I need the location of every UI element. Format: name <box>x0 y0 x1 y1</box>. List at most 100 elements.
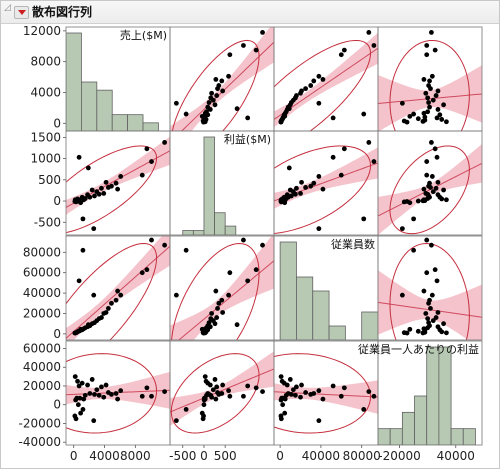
data-point <box>105 185 111 190</box>
confidence-band <box>170 236 274 340</box>
variable-label: 利益($M) <box>224 132 271 146</box>
matrix-cell-2-4 <box>378 140 482 235</box>
histogram-bar <box>81 81 98 131</box>
data-point <box>76 383 82 389</box>
data-point <box>215 305 220 311</box>
matrix-cell-3-3 <box>279 241 378 340</box>
data-point <box>496 106 499 111</box>
data-point <box>80 406 86 412</box>
histogram-bar <box>401 411 415 445</box>
y-tick-label: 0 <box>53 327 61 341</box>
data-point <box>139 270 145 276</box>
matrix-cell-1-4 <box>378 29 499 131</box>
y-tick-label: -40000 <box>18 435 61 449</box>
data-point <box>227 393 233 399</box>
histogram-bar <box>66 32 82 131</box>
data-point <box>105 390 111 395</box>
data-point <box>220 310 226 315</box>
y-tick-label: 20000 <box>23 306 61 320</box>
x-tick-label: 80000 <box>343 449 381 463</box>
data-point <box>209 90 215 96</box>
data-point <box>427 104 432 110</box>
data-point <box>424 159 430 164</box>
data-point <box>341 146 347 152</box>
data-point <box>201 413 206 419</box>
data-point <box>316 418 322 424</box>
data-point <box>316 388 322 394</box>
data-point <box>162 242 168 248</box>
confidence-band <box>170 27 274 131</box>
y-tick-label: -20000 <box>18 416 61 430</box>
data-point <box>426 300 431 306</box>
data-point <box>162 389 168 394</box>
x-tick-label: 4000 <box>89 449 120 463</box>
data-point <box>162 140 168 145</box>
data-point <box>149 237 154 243</box>
data-point <box>227 270 233 276</box>
histogram-bar <box>426 346 440 445</box>
y-tick-label: 40000 <box>23 360 61 374</box>
data-point <box>366 140 372 145</box>
data-point <box>201 402 207 408</box>
variable-label: 従業員一人あたりの利益 <box>358 342 479 356</box>
histogram-bar <box>389 428 403 445</box>
data-point <box>399 100 405 106</box>
x-tick-label: 40000 <box>437 449 475 463</box>
data-point <box>430 189 436 195</box>
data-point <box>139 172 145 178</box>
data-point <box>105 305 111 311</box>
data-point <box>80 247 86 253</box>
data-point <box>113 391 119 396</box>
data-point <box>92 392 97 397</box>
data-point <box>144 267 150 273</box>
data-point <box>429 242 434 248</box>
data-point <box>320 76 326 82</box>
data-point <box>439 329 445 335</box>
data-point <box>101 311 107 316</box>
cell-frame <box>377 340 483 446</box>
data-point <box>428 86 433 92</box>
data-point <box>212 377 218 382</box>
data-point <box>294 185 299 191</box>
data-point <box>320 186 326 192</box>
data-point <box>241 393 246 399</box>
data-point <box>424 270 430 276</box>
data-point <box>361 216 367 222</box>
data-point <box>316 174 322 179</box>
data-point <box>234 106 240 112</box>
data-point <box>118 292 124 298</box>
histogram-bar <box>438 346 452 445</box>
data-point <box>183 247 189 253</box>
data-point <box>425 316 431 321</box>
data-point <box>433 185 439 191</box>
y-tick-label: 60000 <box>23 341 61 355</box>
data-point <box>330 154 336 160</box>
data-point <box>94 387 100 393</box>
data-point <box>287 377 293 382</box>
data-point <box>118 174 124 179</box>
data-point <box>298 191 303 196</box>
matrix-cell-2-1 <box>66 136 170 234</box>
data-point <box>201 397 207 403</box>
data-point <box>241 237 246 243</box>
data-point <box>227 52 233 58</box>
data-point <box>89 187 95 193</box>
data-point <box>421 186 427 192</box>
data-point <box>338 172 344 178</box>
data-point <box>437 112 443 118</box>
data-point <box>213 288 219 294</box>
data-point <box>434 154 440 160</box>
y-tick-label: 4000 <box>30 85 61 99</box>
data-point <box>92 193 97 199</box>
y-tick-label: 0 <box>53 116 61 130</box>
data-point <box>330 115 336 121</box>
data-point <box>73 397 79 403</box>
red-triangle-menu-icon[interactable] <box>14 6 29 19</box>
data-point <box>212 102 218 108</box>
data-point <box>72 374 78 380</box>
histogram-bar <box>182 230 194 235</box>
density-ellipse <box>389 242 470 340</box>
data-point <box>330 383 336 389</box>
data-point <box>278 119 284 125</box>
